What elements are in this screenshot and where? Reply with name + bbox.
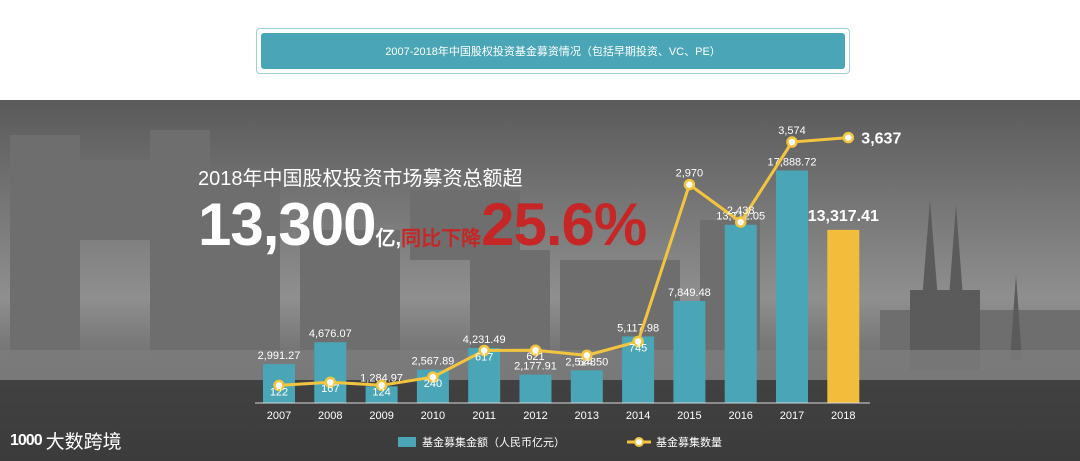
line-label-2014: 745 <box>629 342 647 354</box>
line-label-2011: 617 <box>475 352 493 364</box>
city-skyline-background <box>0 100 1080 461</box>
x-tick-label-2012: 2012 <box>523 410 547 422</box>
line-point-2008 <box>324 376 337 388</box>
line-point-2013 <box>581 349 593 362</box>
line-point-2007 <box>273 379 285 392</box>
line-label-2013: 548 <box>578 356 596 368</box>
chart-title-frame: 2007-2018年中国股权投资基金募资情况（包括早期投资、VC、PE） <box>256 28 850 74</box>
x-tick-label-2014: 2014 <box>626 410 650 422</box>
brand-logo: 1000 大数跨境 <box>10 427 122 454</box>
line-point-2018 <box>842 131 855 144</box>
line-label-2018: 3,637 <box>861 131 901 148</box>
bar-label-2015: 7,849.48 <box>668 287 711 299</box>
line-label-2016: 2,438 <box>727 205 755 217</box>
line-label-2007: 122 <box>270 386 288 398</box>
bar-label-2009: 1,284.97 <box>360 372 403 384</box>
bar-label-2014: 5,117.98 <box>617 322 659 334</box>
logo-text: 大数跨境 <box>45 432 122 453</box>
bar-label-2018: 13,317.41 <box>808 208 879 225</box>
bar-2015 <box>673 300 706 403</box>
line-series <box>278 136 849 387</box>
x-tick-label-2016: 2016 <box>728 410 752 422</box>
bar-label-2010: 2,567.89 <box>411 356 454 368</box>
legend-line-label: 基金募集数量 <box>656 435 722 449</box>
total-amount: 13,300 <box>198 191 377 258</box>
bar-label-2011: 4,231.49 <box>463 334 506 346</box>
line-point-2016 <box>734 216 747 228</box>
line-point-2011 <box>478 344 490 357</box>
bar-2013 <box>570 370 603 403</box>
line-point-2009 <box>375 379 388 392</box>
chart-title: 2007-2018年中国股权投资基金募资情况（包括早期投资、VC、PE） <box>261 33 845 69</box>
logo-mark: 1000 <box>10 431 43 449</box>
line-label-2010: 240 <box>424 378 442 390</box>
line-label-2015: 2,970 <box>676 168 704 180</box>
line-point-2010 <box>427 371 439 383</box>
legend-line-marker <box>634 437 644 447</box>
bar-2017 <box>776 170 808 403</box>
bar-2008 <box>314 342 347 403</box>
decline-label: 同比下降 <box>401 228 482 250</box>
line-label-2012: 621 <box>526 351 544 363</box>
bar-2012 <box>519 374 552 403</box>
bar-2009 <box>365 386 398 403</box>
x-tick-label-2018: 2018 <box>831 410 855 422</box>
legend-bar-swatch <box>398 437 416 447</box>
x-tick-label-2013: 2013 <box>575 410 599 422</box>
x-tick-label-2010: 2010 <box>421 410 445 422</box>
x-tick-label-2017: 2017 <box>780 410 804 422</box>
bar-label-2008: 4,676.07 <box>309 328 352 340</box>
amount-unit: 亿, <box>375 228 402 250</box>
line-label-2017: 3,574 <box>778 125 806 137</box>
x-tick-label-2009: 2009 <box>369 410 393 422</box>
bar-2018 <box>827 229 860 403</box>
line-point-2014 <box>632 335 644 348</box>
line-point-2017 <box>786 136 798 148</box>
line-point-2012 <box>529 344 542 356</box>
bar-label-2007: 2,991.27 <box>258 350 301 362</box>
x-tick-label-2011: 2011 <box>472 410 496 422</box>
x-tick-label-2008: 2008 <box>318 410 342 422</box>
bar-label-2012: 2,177.91 <box>514 361 557 373</box>
header-area: ······· ········· 2007-2018年中国股权投资基金募资情况… <box>0 0 1080 100</box>
x-tick-label-2007: 2007 <box>267 410 291 422</box>
corner-text: ······· ········· <box>1040 0 1074 3</box>
headline-text: 2018年中国股权投资市场募资总额超 <box>198 168 523 190</box>
legend-bar-label: 基金募集金额（人民币亿元） <box>422 435 565 449</box>
line-point-2015 <box>683 178 696 191</box>
headline-figures: 13,300亿,同比下降25.6% <box>198 190 647 260</box>
x-tick-label-2015: 2015 <box>677 410 701 422</box>
line-label-2009: 124 <box>372 386 390 398</box>
line-label-2008: 167 <box>321 383 339 395</box>
bar-2016 <box>724 224 757 403</box>
decline-percent: 25.6% <box>481 191 647 258</box>
bar-2014 <box>622 336 655 403</box>
bar-label-2013: 2,514.50 <box>565 356 608 368</box>
